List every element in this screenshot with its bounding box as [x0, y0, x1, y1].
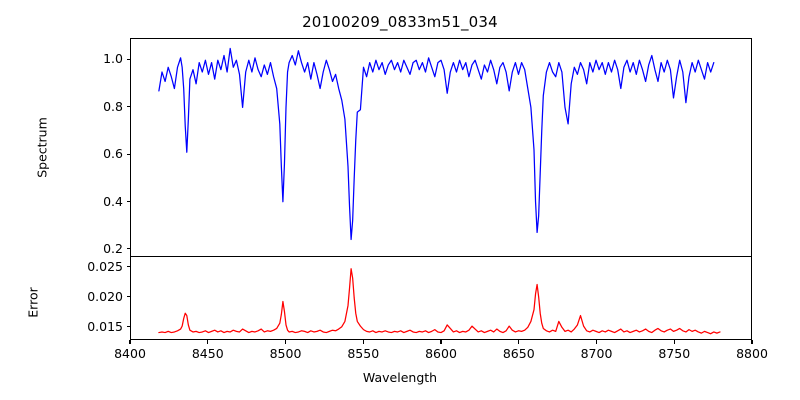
- x-tick: [362, 340, 364, 344]
- x-tick: [284, 340, 287, 344]
- error-ytick-label: 0.020: [87, 288, 123, 304]
- x-tick-label: 8400: [114, 346, 146, 361]
- figure-title: 20100209_0833m51_034: [302, 13, 498, 31]
- x-tick: [518, 340, 520, 344]
- x-tick: [129, 340, 131, 344]
- x-tick-label: 8750: [658, 346, 691, 361]
- x-tick: [207, 340, 209, 344]
- spectrum-ytick: [126, 248, 130, 250]
- x-tick: [751, 340, 753, 344]
- spectrum-line: [159, 48, 714, 239]
- spectrum-ytick-label: 1.0: [103, 51, 123, 67]
- x-tick-label: 8500: [269, 346, 302, 361]
- x-tick-label: 8700: [580, 346, 613, 361]
- x-tick-label: 8550: [347, 346, 380, 361]
- spectrum-ytick-label: 0.8: [103, 98, 123, 114]
- x-tick-label: 8650: [502, 346, 535, 361]
- spectrum-ytick-label: 0.2: [103, 240, 123, 256]
- spectrum-axes: [130, 38, 752, 256]
- x-axis-label: Wavelength: [362, 370, 438, 385]
- x-tick: [595, 340, 598, 344]
- error-ytick-label: 0.025: [87, 258, 123, 274]
- error-line: [159, 269, 720, 334]
- spectrum-ytick-label: 0.6: [103, 146, 123, 162]
- spectrum-ytick: [126, 58, 130, 60]
- error-y-axis-label: Error: [25, 287, 41, 318]
- spectrum-ytick-label: 0.4: [103, 193, 123, 209]
- error-ytick: [126, 326, 130, 328]
- error-ytick-label: 0.015: [87, 318, 123, 334]
- error-ytick: [126, 296, 130, 298]
- spectrum-y-axis-label: Spectrum: [34, 117, 50, 178]
- error-ytick: [126, 266, 130, 268]
- x-tick-label: 8450: [191, 346, 224, 361]
- x-tick: [673, 340, 675, 344]
- error-axes: [130, 256, 752, 340]
- spectrum-ytick: [126, 200, 130, 203]
- x-tick-label: 8600: [425, 346, 457, 361]
- spectrum-ytick: [126, 153, 130, 155]
- x-tick: [440, 340, 442, 344]
- x-tick-label: 8800: [736, 346, 768, 361]
- error-plot-area: [131, 257, 751, 339]
- spectrum-ytick: [126, 106, 130, 108]
- spectrum-plot-area: [131, 39, 751, 256]
